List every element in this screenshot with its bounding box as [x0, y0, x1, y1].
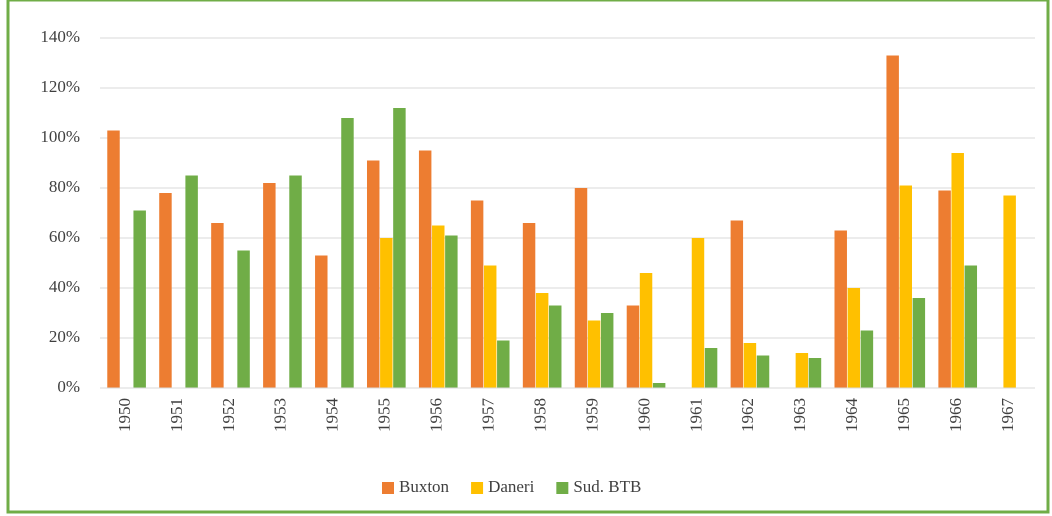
- x-tick-label: 1960: [634, 398, 653, 432]
- bar: [964, 265, 978, 388]
- frame: [6, 0, 1050, 514]
- bar: [730, 220, 744, 388]
- x-tick-label: 1958: [530, 398, 549, 432]
- y-tick-label: 0%: [57, 377, 80, 396]
- bar: [418, 150, 432, 388]
- bar: [847, 288, 861, 388]
- x-tick-label: 1959: [582, 398, 601, 432]
- bar: [912, 298, 926, 388]
- bar: [691, 238, 705, 388]
- x-tick-label: 1961: [686, 398, 705, 432]
- x-tick-label: 1963: [790, 398, 809, 432]
- y-tick-label: 60%: [49, 227, 80, 246]
- bar: [704, 348, 718, 388]
- bar: [445, 235, 458, 388]
- legend-label: Sud. BTB: [573, 477, 641, 496]
- bar: [743, 343, 757, 388]
- bar: [185, 175, 198, 388]
- x-tick-label: 1964: [842, 398, 861, 433]
- bar: [432, 225, 445, 388]
- bar: [938, 190, 951, 388]
- bar: [393, 108, 406, 388]
- bar: [899, 185, 912, 388]
- bar: [639, 273, 653, 388]
- x-tick-label: 1954: [323, 398, 342, 433]
- bar: [497, 340, 510, 388]
- bar: [263, 183, 276, 388]
- x-tick-label: 1953: [271, 398, 290, 432]
- bar: [107, 130, 120, 388]
- x-tick-label: 1966: [946, 398, 965, 432]
- legend-swatch: [471, 482, 484, 494]
- y-tick-label: 100%: [40, 127, 80, 146]
- x-tick-label: 1956: [427, 398, 446, 432]
- legend-swatch: [382, 482, 394, 494]
- bar: [587, 320, 601, 388]
- bar: [237, 250, 250, 388]
- legend-label: Daneri: [488, 477, 535, 496]
- bar: [600, 313, 614, 388]
- bar: [795, 353, 809, 388]
- bar: [289, 175, 302, 388]
- x-tick-label: 1967: [998, 398, 1017, 433]
- x-tick-label: 1955: [375, 398, 394, 432]
- bar: [652, 383, 666, 388]
- bar: [808, 358, 822, 388]
- y-tick-label: 140%: [40, 27, 80, 46]
- bar: [626, 305, 640, 388]
- y-tick-label: 80%: [49, 177, 80, 196]
- bar: [574, 188, 588, 388]
- bar: [951, 153, 964, 388]
- bar: [211, 223, 224, 388]
- bar: [549, 305, 562, 388]
- y-tick-label: 120%: [40, 77, 80, 96]
- x-tick-label: 1957: [478, 398, 497, 433]
- bar: [470, 200, 484, 388]
- legend-label: Buxton: [399, 477, 450, 496]
- bar: [159, 193, 172, 388]
- y-tick-label: 40%: [49, 277, 80, 296]
- bar: [886, 55, 899, 388]
- legend-swatch: [556, 482, 569, 494]
- bar: [756, 355, 770, 388]
- bar: [341, 118, 354, 388]
- x-tick-label: 1951: [167, 398, 186, 432]
- bar: [483, 265, 497, 388]
- x-tick-label: 1950: [115, 398, 134, 432]
- bar: [860, 330, 874, 388]
- bar: [1003, 195, 1016, 388]
- x-tick-label: 1965: [894, 398, 913, 432]
- y-tick-label: 20%: [49, 327, 80, 346]
- bar: [535, 293, 549, 388]
- bar: [834, 230, 847, 388]
- bar: [366, 160, 380, 388]
- x-tick-label: 1962: [738, 398, 757, 432]
- bar: [133, 210, 146, 388]
- bar: [522, 223, 536, 388]
- bar: [315, 255, 328, 388]
- bar: [380, 238, 393, 388]
- x-tick-label: 1952: [219, 398, 238, 432]
